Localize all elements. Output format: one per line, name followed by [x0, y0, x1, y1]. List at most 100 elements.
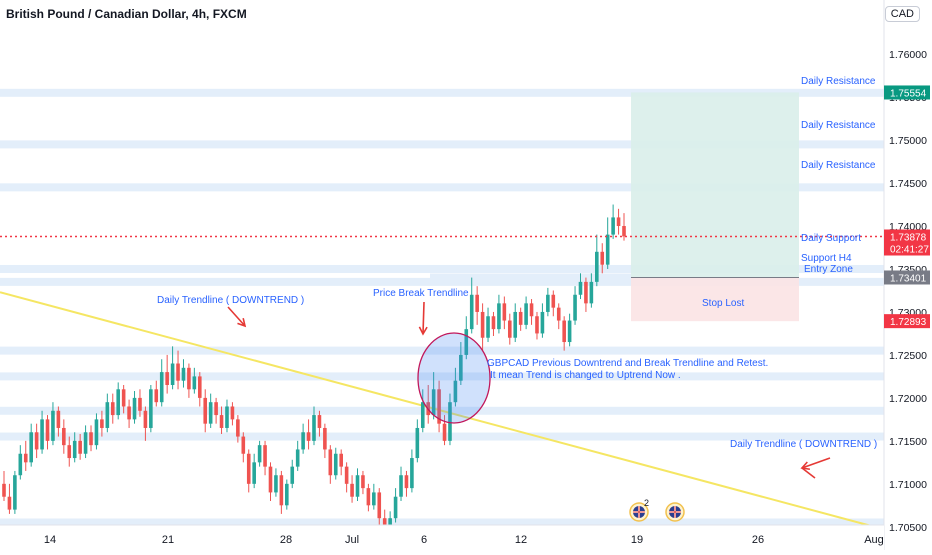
candle-body [2, 483, 6, 497]
candle-body [578, 281, 583, 295]
candle-body [535, 316, 539, 334]
x-tick-label: Jul [345, 534, 359, 546]
candle-body [72, 440, 77, 459]
y-tick-label: 1.70500 [889, 522, 927, 534]
candle-body [350, 483, 354, 497]
x-tick-label: 19 [631, 534, 643, 546]
price-tag-label: 1.72893 [890, 317, 927, 328]
target-zone [631, 92, 799, 278]
annotation-stop-lost: Stop Lost [702, 298, 744, 309]
x-tick-label: 14 [44, 534, 56, 546]
currency-badge[interactable]: CAD [884, 6, 920, 22]
annotation-trendline-left: Daily Trendline ( DOWNTREND ) [157, 295, 304, 306]
candle-body [377, 492, 382, 519]
candle-body [605, 234, 610, 265]
candle-body [464, 329, 469, 355]
stop-zone [631, 277, 799, 322]
event-count: 2 [644, 498, 649, 508]
candle-body [23, 453, 28, 463]
annotation-daily-resistance: Daily Resistance [801, 160, 876, 171]
candle-body [437, 389, 441, 424]
sr-zone [0, 518, 884, 527]
y-tick-label: 1.75000 [889, 135, 927, 147]
candle-body [393, 496, 398, 519]
symbol-title: British Pound / Canadian Dollar, 4h, FXC… [6, 7, 247, 21]
candle-body [154, 389, 159, 403]
annotation-layer: Daily Resistance Daily Resistance Daily Re… [0, 76, 884, 522]
candle-body [268, 466, 273, 493]
price-tag-support-label: 1.73401 [890, 273, 927, 284]
candle-body [502, 303, 507, 321]
candle-body [252, 462, 256, 484]
candle-body [507, 320, 512, 338]
candle-body [45, 419, 50, 441]
candle-body [415, 427, 420, 459]
candle-body [616, 217, 621, 227]
candle-body [469, 294, 474, 330]
candle-body [116, 389, 121, 416]
candle-body [170, 363, 175, 385]
sr-zone [0, 346, 884, 355]
break-arrow [422, 301, 425, 335]
candle-body [339, 453, 343, 467]
annotation-support-h4: Support H4 [801, 253, 852, 264]
candle-body [263, 445, 267, 467]
candle-body [83, 432, 88, 454]
candle-body [181, 367, 186, 381]
x-tick-label: 21 [162, 534, 174, 546]
annotation-trendline-right: Daily Trendline ( DOWNTREND ) [730, 439, 877, 450]
candle-body [399, 475, 403, 497]
candle-body [573, 294, 577, 321]
x-tick-label: 26 [752, 534, 764, 546]
candle-body [453, 380, 458, 403]
candle-body [442, 423, 447, 441]
candle-body [328, 449, 333, 476]
annotation-analysis-line1: GBPCAD Previous Downtrend and Break Tren… [487, 358, 768, 369]
candle-body [486, 316, 490, 338]
candle-body [491, 316, 496, 330]
candle-body [404, 475, 409, 489]
candle-body [274, 475, 278, 493]
candle-body [105, 402, 110, 428]
candle-body [203, 397, 208, 424]
annotation-entry-zone: Entry Zone [804, 264, 853, 275]
candle-body [110, 402, 115, 416]
candle-body [301, 432, 305, 450]
sr-zone [0, 264, 884, 273]
annotation-daily-support: Daily Support [801, 233, 861, 244]
candle-body [197, 376, 202, 398]
candle-body [372, 492, 376, 506]
annotation-price-break: Price Break Trendline [373, 288, 469, 299]
candle-body [420, 402, 425, 428]
price-tag-support [884, 270, 930, 285]
candle-body [246, 453, 251, 484]
candle-body [333, 453, 338, 476]
candle-body [480, 311, 485, 338]
candle-body [546, 294, 550, 312]
candle-body [29, 432, 33, 463]
candle-body [225, 406, 229, 428]
annotation-daily-resistance: Daily Resistance [801, 120, 876, 131]
position-layer [631, 92, 799, 322]
candle-body [459, 354, 463, 381]
trendline-arrow-left [227, 306, 246, 327]
candle-body [208, 402, 213, 424]
sr-zone [0, 432, 884, 441]
candle-body [214, 402, 218, 416]
candle-body [78, 440, 82, 454]
trendline-arrow-right-upper [801, 457, 831, 469]
candle-body [279, 475, 284, 506]
candle-body [149, 389, 153, 428]
candle-body [306, 432, 311, 441]
candle-body [132, 397, 137, 420]
candle-body [192, 376, 197, 390]
candle-body [562, 320, 566, 343]
trendline-arrow-left-head [237, 318, 247, 328]
candle-body [410, 458, 414, 489]
candle-body [40, 419, 44, 450]
break-arrow-head [418, 326, 428, 336]
candle-body [56, 410, 61, 428]
